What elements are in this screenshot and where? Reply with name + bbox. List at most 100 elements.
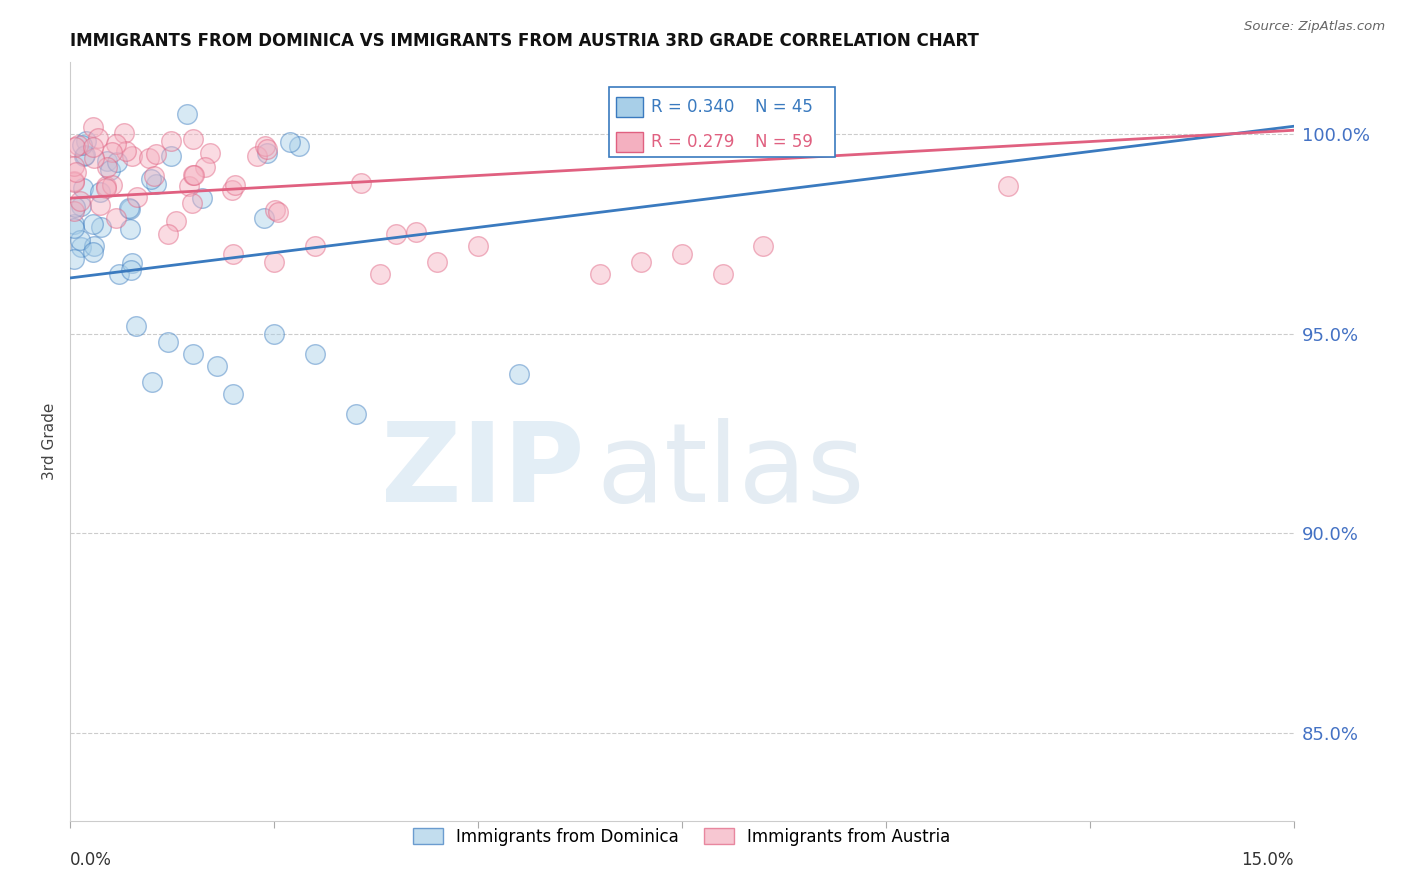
Point xyxy=(89,185,111,199)
Point xyxy=(288,138,311,153)
Point xyxy=(73,148,96,162)
Text: IMMIGRANTS FROM DOMINICA VS IMMIGRANTS FROM AUSTRIA 3RD GRADE CORRELATION CHART: IMMIGRANTS FROM DOMINICA VS IMMIGRANTS F… xyxy=(70,32,979,50)
Point xyxy=(83,151,105,165)
Point xyxy=(711,267,734,281)
Point xyxy=(671,247,693,261)
Point xyxy=(82,140,104,154)
Point xyxy=(82,245,104,260)
Point xyxy=(69,194,91,209)
Point xyxy=(183,168,205,182)
Point xyxy=(205,359,228,373)
Point xyxy=(165,213,187,227)
Point xyxy=(139,172,162,186)
Point xyxy=(159,148,181,162)
FancyBboxPatch shape xyxy=(616,97,643,117)
Point xyxy=(256,145,278,160)
Point xyxy=(157,334,180,349)
Point xyxy=(82,217,104,231)
Point xyxy=(304,239,326,253)
Point xyxy=(105,211,128,226)
Point xyxy=(143,169,166,183)
Point xyxy=(82,120,104,134)
Point xyxy=(120,202,142,216)
Point xyxy=(101,145,124,159)
Point xyxy=(89,198,111,212)
Point xyxy=(467,239,489,253)
Point xyxy=(263,255,285,269)
Point xyxy=(72,180,94,194)
Point xyxy=(121,255,143,269)
Point xyxy=(752,239,775,253)
Point xyxy=(630,255,652,269)
Point xyxy=(222,247,245,261)
Point xyxy=(159,135,181,149)
Y-axis label: 3rd Grade: 3rd Grade xyxy=(42,403,58,480)
Point xyxy=(121,149,143,163)
Point xyxy=(222,386,245,401)
Point xyxy=(72,149,94,163)
Point xyxy=(112,127,135,141)
Point xyxy=(94,178,117,193)
Point xyxy=(107,155,129,169)
Point xyxy=(181,132,204,146)
Point xyxy=(96,160,118,174)
Text: R = 0.340: R = 0.340 xyxy=(651,98,735,116)
Text: N = 59: N = 59 xyxy=(755,133,813,151)
Point xyxy=(179,179,201,194)
Point xyxy=(589,267,612,281)
Point xyxy=(224,178,246,192)
Point xyxy=(141,375,163,389)
Point xyxy=(63,175,86,189)
Point xyxy=(100,178,122,192)
Text: Source: ZipAtlas.com: Source: ZipAtlas.com xyxy=(1244,20,1385,33)
Point xyxy=(63,174,86,188)
Point xyxy=(278,135,301,149)
Point xyxy=(120,263,142,277)
Point xyxy=(90,219,112,234)
Point xyxy=(181,347,204,361)
Point xyxy=(72,138,94,153)
Point xyxy=(256,142,278,156)
Text: atlas: atlas xyxy=(596,418,865,525)
Point xyxy=(98,163,121,178)
Point xyxy=(253,211,276,225)
Point xyxy=(63,221,86,235)
Point xyxy=(267,204,290,219)
Point xyxy=(508,367,530,381)
Point xyxy=(145,146,167,161)
Point xyxy=(115,145,138,159)
Legend: Immigrants from Dominica, Immigrants from Austria: Immigrants from Dominica, Immigrants fro… xyxy=(405,820,959,854)
Point xyxy=(304,347,326,361)
Point xyxy=(63,200,86,214)
Point xyxy=(118,221,141,235)
Text: 15.0%: 15.0% xyxy=(1241,851,1294,869)
Point xyxy=(63,203,86,218)
Point xyxy=(263,326,285,341)
Point xyxy=(75,134,97,148)
Text: 0.0%: 0.0% xyxy=(70,851,112,869)
Point xyxy=(69,233,91,247)
Point xyxy=(246,149,269,163)
Point xyxy=(124,318,146,333)
Point xyxy=(118,201,141,215)
Point xyxy=(96,154,118,169)
Point xyxy=(83,239,105,253)
Point xyxy=(194,161,217,175)
Point xyxy=(67,138,90,153)
Text: R = 0.279: R = 0.279 xyxy=(651,133,735,151)
Point xyxy=(198,146,221,161)
Point xyxy=(63,139,86,153)
Point xyxy=(181,196,204,211)
Point xyxy=(368,267,391,281)
Point xyxy=(65,165,87,179)
Point xyxy=(145,177,167,191)
FancyBboxPatch shape xyxy=(616,132,643,152)
Point xyxy=(70,199,93,213)
Point xyxy=(183,168,205,182)
Point xyxy=(221,183,243,197)
Point xyxy=(87,131,110,145)
Point xyxy=(190,191,212,205)
Point xyxy=(264,202,287,217)
Point xyxy=(997,179,1019,194)
Point xyxy=(426,255,449,269)
